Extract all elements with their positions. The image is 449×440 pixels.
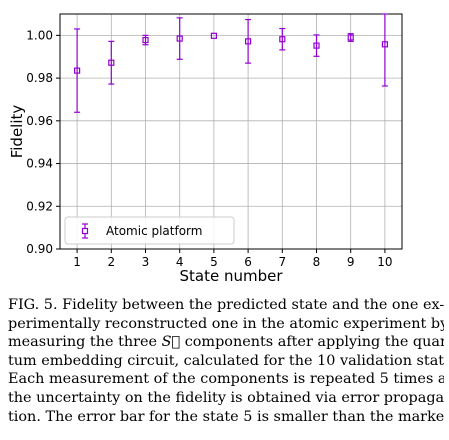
vector-s-symbol: S⃗ bbox=[161, 334, 181, 351]
caption-line: tum embedding circuit, calculated for th… bbox=[8, 352, 444, 369]
x-axis-title: State number bbox=[179, 267, 283, 285]
fidelity-chart: 1 2 3 4 5 6 7 8 9 10 0.90 0.92 0.94 0.96 0.98 1.00 Sta… bbox=[8, 13, 403, 285]
data-point-marker bbox=[245, 38, 252, 45]
x-tick-label: 7 bbox=[278, 255, 286, 269]
data-point-marker bbox=[347, 34, 354, 41]
y-tick-label: 1.00 bbox=[26, 28, 53, 42]
data-point-marker bbox=[313, 42, 320, 49]
y-tick-label: 0.96 bbox=[26, 114, 53, 128]
y-tick-label: 0.98 bbox=[26, 71, 53, 85]
legend-square-marker bbox=[81, 227, 89, 235]
legend-label: Atomic platform bbox=[106, 224, 202, 238]
caption-line: perimentally reconstructed one in the at… bbox=[8, 315, 444, 332]
caption-line: measuring the three S⃗ components after … bbox=[8, 333, 444, 352]
y-tick-label: 0.94 bbox=[26, 157, 53, 171]
data-point-marker bbox=[381, 41, 388, 48]
x-tick-label: 10 bbox=[377, 255, 392, 269]
x-tick-label: 5 bbox=[210, 255, 218, 269]
data-point-marker bbox=[108, 59, 115, 66]
y-tick-label: 0.90 bbox=[26, 242, 53, 256]
data-point-marker bbox=[73, 67, 81, 74]
caption-line: Each measurement of the components is re… bbox=[8, 371, 444, 388]
caption-text: components after applying the quan- bbox=[180, 334, 444, 351]
x-tick-label: 8 bbox=[313, 255, 321, 269]
data-point-marker bbox=[176, 35, 183, 42]
figure-caption: FIG. 5. Fidelity between the predicted s… bbox=[8, 296, 444, 426]
caption-text: measuring the three bbox=[8, 334, 158, 351]
x-tick-label: 1 bbox=[73, 255, 81, 269]
x-tick-label: 2 bbox=[107, 255, 115, 269]
x-tick-label: 6 bbox=[244, 255, 252, 269]
legend: Atomic platform bbox=[64, 216, 235, 245]
y-axis-title: Fidelity bbox=[8, 105, 26, 159]
y-tick-label: 0.92 bbox=[26, 199, 53, 213]
error-bars bbox=[74, 13, 388, 113]
plot-frame bbox=[59, 13, 403, 250]
data-points bbox=[73, 32, 388, 74]
data-point-marker bbox=[210, 32, 217, 39]
caption-line: the uncertainty on the fidelity is obtai… bbox=[8, 389, 444, 406]
data-point-marker bbox=[142, 36, 149, 44]
caption-line: FIG. 5. Fidelity between the predicted s… bbox=[8, 297, 444, 313]
y-axis: 0.90 0.92 0.94 0.96 0.98 1.00 bbox=[26, 28, 60, 256]
legend-box bbox=[64, 216, 235, 245]
x-axis: 1 2 3 4 5 6 7 8 9 10 bbox=[73, 249, 393, 269]
legend-marker bbox=[81, 223, 89, 239]
data-point-marker bbox=[279, 36, 286, 43]
caption-line: tion. The error bar for the state 5 is s… bbox=[8, 408, 444, 425]
x-tick-label: 9 bbox=[347, 255, 355, 269]
x-tick-label: 3 bbox=[142, 255, 150, 269]
x-tick-label: 4 bbox=[176, 255, 184, 269]
